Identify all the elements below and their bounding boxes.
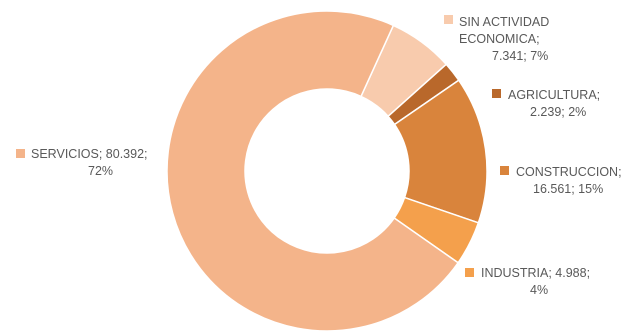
data-label-industria-line-2: 4% [530, 283, 548, 297]
data-label-sin-actividad-economica-line-3: 7.341; 7% [492, 49, 548, 63]
slice-servicios [166, 10, 460, 332]
legend-key-agricultura [492, 89, 501, 98]
data-label-agricultura-line-2: 2.239; 2% [530, 105, 586, 119]
data-label-servicios-line-2: 72% [88, 164, 113, 178]
top-edge [0, 0, 639, 3]
donut-slices [166, 10, 488, 332]
data-label-sin-actividad-economica-line-1: SIN ACTIVIDAD [459, 15, 549, 29]
data-label-servicios-line-1: SERVICIOS; 80.392; [31, 147, 148, 161]
data-labels: SIN ACTIVIDAD ECONOMICA; 7.341; 7% AGRICULT… [16, 15, 622, 297]
data-label-sin-actividad-economica-line-2: ECONOMICA; [459, 32, 540, 46]
data-label-construccion-line-1: CONSTRUCCION; [516, 165, 622, 179]
data-label-agricultura-line-1: AGRICULTURA; [508, 88, 600, 102]
legend-key-servicios [16, 149, 25, 158]
legend-key-industria [465, 268, 474, 277]
legend-key-construccion [500, 166, 509, 175]
data-label-construccion-line-2: 16.561; 15% [533, 182, 603, 196]
data-label-industria-line-1: INDUSTRIA; 4.988; [481, 266, 590, 280]
legend-key-sin-actividad-economica [444, 15, 453, 24]
